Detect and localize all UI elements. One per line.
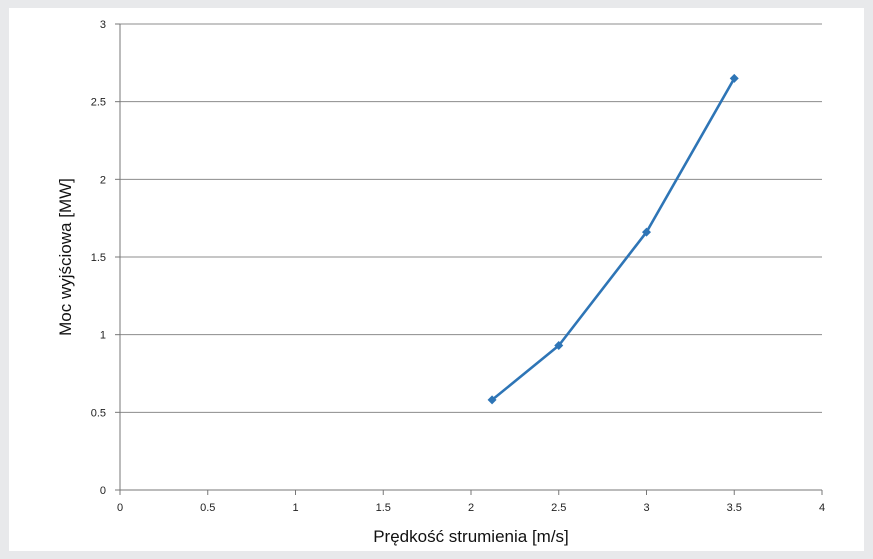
x-tick-label-5: 2.5 (551, 502, 566, 514)
series-line-0 (490, 77, 736, 402)
chart-panel: 0 0.5 1 1.5 2 2.5 3 3.5 4 0 0.5 1 1.5 2 2.5 3 Prędkość… (9, 8, 864, 551)
x-tick-label-3: 1.5 (376, 502, 391, 514)
y-tick-label-0: 0 (100, 485, 106, 497)
x-tick-labels: 0 0.5 1 1.5 2 2.5 3 3.5 4 (117, 502, 825, 514)
axes (115, 23, 823, 495)
x-tick-label-0: 0 (117, 502, 123, 514)
gridlines (120, 23, 822, 413)
y-tick-label-1: 0.5 (91, 407, 106, 419)
x-tick-label-6: 3 (643, 502, 649, 514)
y-tick-labels: 0 0.5 1 1.5 2 2.5 3 (91, 19, 106, 497)
y-tick-label-4: 2 (100, 174, 106, 186)
x-axis-title: Prędkość strumienia [m/s] (373, 527, 569, 546)
series (487, 73, 739, 405)
x-tick-label-8: 4 (819, 502, 825, 514)
x-tick-label-4: 2 (468, 502, 474, 514)
data-point-0-1 (554, 341, 564, 351)
data-point-0-0 (487, 395, 497, 405)
x-tick-label-1: 0.5 (200, 502, 215, 514)
data-point-0-2 (642, 227, 651, 237)
y-tick-label-2: 1 (100, 330, 106, 342)
x-tick-label-7: 3.5 (727, 502, 742, 514)
data-point-0-3 (729, 73, 739, 83)
y-axis-title: Moc wyjściowa [MW] (56, 178, 75, 336)
y-tick-label-6: 3 (100, 19, 106, 31)
x-tick-label-2: 1 (292, 502, 298, 514)
line-chart: 0 0.5 1 1.5 2 2.5 3 3.5 4 0 0.5 1 1.5 2 2.5 3 Prędkość… (56, 19, 825, 546)
y-tick-label-5: 2.5 (91, 97, 106, 109)
y-tick-label-3: 1.5 (91, 252, 106, 264)
